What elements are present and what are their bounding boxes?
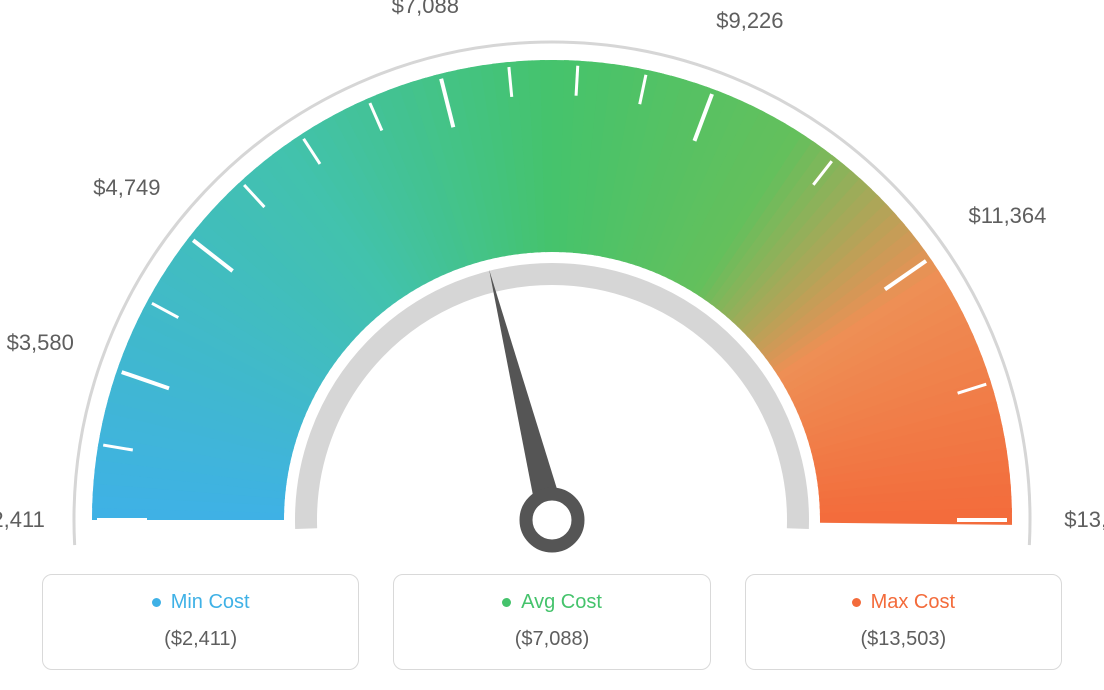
gauge-tick-label: $11,364 [969,203,1047,229]
gauge-tick-label: $13,503 [1064,507,1104,533]
legend-row: Min Cost ($2,411) Avg Cost ($7,088) Max … [0,574,1104,670]
legend-value: ($7,088) [394,628,709,651]
legend-value: ($13,503) [746,628,1061,651]
gauge-tick-label: $7,088 [392,0,459,19]
legend-title: Avg Cost [502,591,602,614]
legend-card-max: Max Cost ($13,503) [745,574,1062,670]
gauge-area: $2,411 $3,580 $4,749 $7,088 $9,226 $11,364 $13… [0,0,1104,555]
legend-card-min: Min Cost ($2,411) [42,574,359,670]
legend-title-text: Max Cost [871,591,955,614]
legend-title-text: Min Cost [171,591,250,614]
gauge-tick-label: $3,580 [7,330,74,356]
gauge-tick-label: $4,749 [93,175,160,201]
legend-dot-icon [152,598,161,607]
chart-container: $2,411 $3,580 $4,749 $7,088 $9,226 $11,364 $13… [0,0,1104,690]
legend-dot-icon [852,598,861,607]
legend-card-avg: Avg Cost ($7,088) [393,574,710,670]
legend-title-text: Avg Cost [521,591,602,614]
gauge-svg [0,0,1104,555]
legend-title: Min Cost [152,591,250,614]
legend-title: Max Cost [852,591,955,614]
legend-value: ($2,411) [43,628,358,651]
gauge-tick-label: $2,411 [0,507,45,533]
gauge-tick-label: $9,226 [716,8,783,34]
legend-dot-icon [502,598,511,607]
